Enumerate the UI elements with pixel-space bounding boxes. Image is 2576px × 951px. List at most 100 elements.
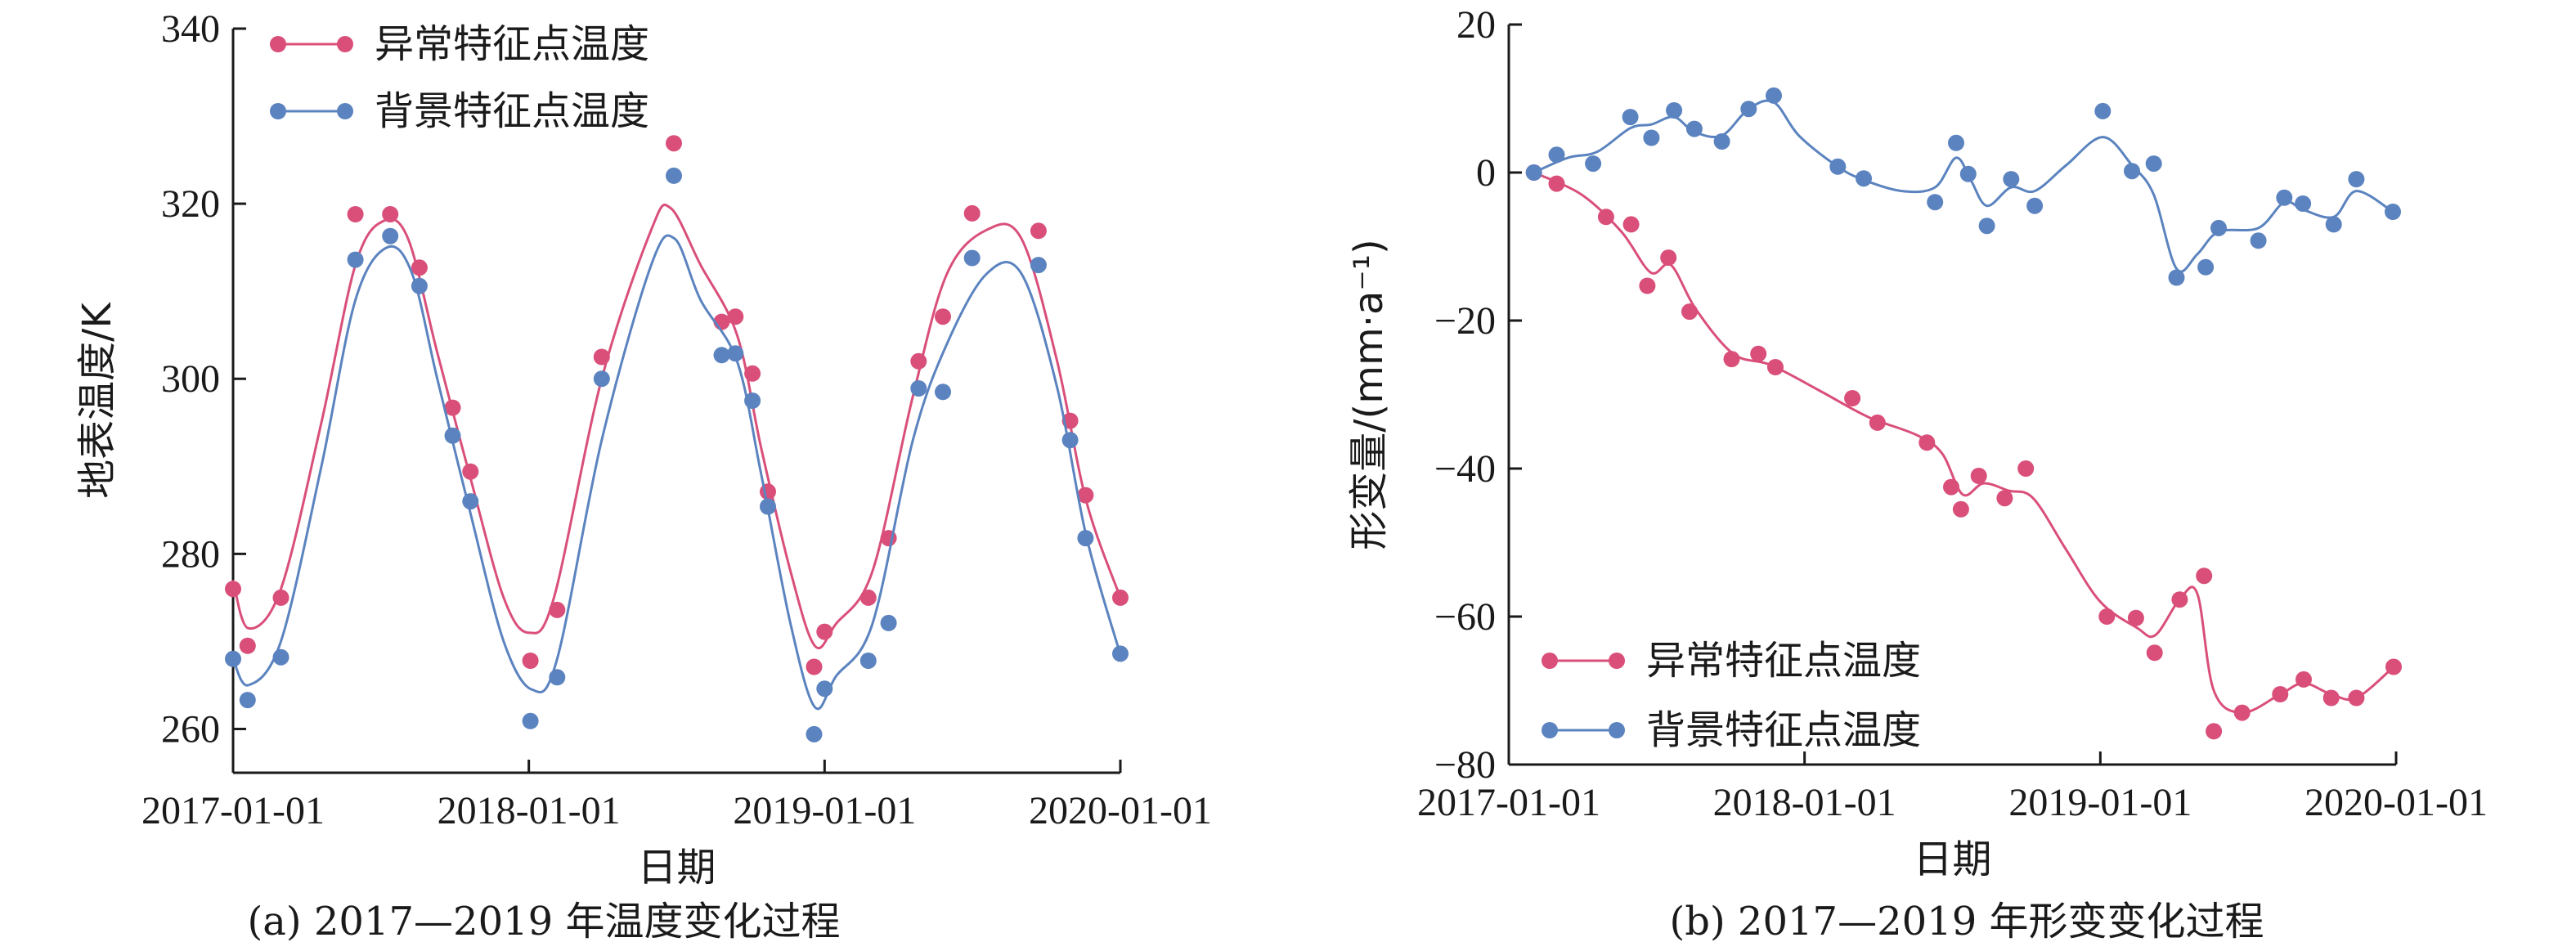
- data-point-anomaly: [1077, 487, 1094, 504]
- data-point-background: [1713, 133, 1730, 150]
- data-point-anomaly: [225, 581, 241, 598]
- legend-swatch-marker: [270, 103, 286, 119]
- data-point-anomaly: [2171, 591, 2188, 608]
- data-point-anomaly: [593, 348, 610, 366]
- data-point-background: [2124, 163, 2140, 180]
- x-tick-label: 2019-01-01: [2008, 781, 2192, 824]
- legend-label: 背景特征点温度: [1646, 707, 1921, 753]
- data-point-background: [666, 167, 682, 184]
- data-point-background: [2003, 171, 2020, 188]
- data-point-background: [1030, 257, 1047, 274]
- y-tick-label: 320: [161, 182, 220, 226]
- data-point-anomaly: [1970, 468, 1987, 484]
- data-point-anomaly: [1681, 303, 1698, 321]
- data-point-anomaly: [1750, 345, 1767, 362]
- data-point-anomaly: [1919, 434, 1936, 451]
- data-point-anomaly: [1622, 216, 1640, 233]
- data-point-background: [1856, 170, 1872, 187]
- legend-swatch-marker: [337, 36, 353, 52]
- data-point-background: [2094, 102, 2112, 119]
- data-point-anomaly: [666, 135, 682, 152]
- legend-label: 异常特征点温度: [375, 21, 649, 67]
- data-point-background: [1685, 120, 1703, 137]
- data-point-background: [2250, 232, 2267, 249]
- y-tick-label: 340: [161, 7, 220, 51]
- y-tick-label: −60: [1434, 595, 1496, 639]
- data-point-background: [522, 712, 539, 729]
- data-point-background: [806, 725, 823, 742]
- x-tick-label: 2020-01-01: [1029, 789, 1212, 832]
- y-tick-label: −40: [1434, 447, 1496, 491]
- data-point-background: [1548, 146, 1565, 164]
- data-point-background: [1643, 129, 1660, 146]
- data-point-anomaly: [2206, 723, 2223, 740]
- data-point-background: [910, 380, 927, 397]
- x-tick-label: 2018-01-01: [1713, 781, 1896, 824]
- data-point-background: [593, 370, 610, 388]
- data-point-anomaly: [859, 589, 877, 606]
- data-point-anomaly: [2348, 689, 2365, 707]
- x-tick-label: 2020-01-01: [2304, 781, 2488, 824]
- data-point-anomaly: [1030, 222, 1047, 240]
- data-point-background: [2325, 216, 2342, 233]
- data-point-background: [2168, 269, 2185, 286]
- data-point-background: [225, 650, 241, 667]
- data-point-anomaly: [1869, 414, 1886, 431]
- data-point-anomaly: [2017, 460, 2035, 477]
- data-point-background: [859, 653, 877, 669]
- data-point-background: [411, 277, 428, 294]
- data-point-background: [1061, 432, 1079, 449]
- data-point-anomaly: [2196, 567, 2213, 585]
- data-point-background: [2276, 189, 2293, 206]
- y-axis-title: 地表温度/K: [74, 302, 120, 499]
- data-point-anomaly: [816, 623, 833, 640]
- data-point-anomaly: [1639, 277, 1656, 294]
- legend-swatch-marker: [1542, 653, 1558, 669]
- data-point-anomaly: [444, 399, 461, 416]
- y-tick-label: 0: [1476, 151, 1496, 195]
- data-point-background: [1766, 87, 1782, 104]
- data-point-anomaly: [1597, 209, 1614, 226]
- data-point-anomaly: [2272, 686, 2289, 702]
- data-point-anomaly: [910, 352, 927, 370]
- data-point-background: [239, 692, 256, 709]
- y-tick-label: 20: [1456, 3, 1496, 47]
- data-point-background: [462, 493, 479, 510]
- data-point-anomaly: [806, 658, 823, 675]
- panel-caption: (b) 2017—2019 年形变变化过程: [1669, 899, 2264, 944]
- data-point-background: [760, 498, 776, 515]
- data-point-anomaly: [1943, 478, 1959, 496]
- y-axis-title: 形变量/(mm·a⁻¹): [1346, 239, 1392, 550]
- x-axis-title: 日期: [637, 845, 716, 890]
- data-point-background: [1622, 109, 1639, 126]
- legend-swatch-marker: [337, 103, 353, 119]
- panel-caption: (a) 2017—2019 年温度变化过程: [248, 899, 841, 944]
- data-point-anomaly: [2296, 671, 2312, 688]
- data-point-background: [935, 384, 951, 401]
- x-tick-label: 2019-01-01: [733, 789, 916, 832]
- y-tick-label: 280: [161, 532, 220, 576]
- x-axis-title: 日期: [1913, 837, 1991, 882]
- data-point-background: [1948, 134, 1964, 151]
- data-point-anomaly: [1723, 351, 1740, 368]
- legend-swatch-marker: [1609, 653, 1625, 669]
- data-point-anomaly: [1996, 490, 2013, 507]
- data-point-background: [1829, 158, 1847, 175]
- data-point-anomaly: [1112, 589, 1129, 606]
- data-point-anomaly: [744, 365, 761, 382]
- data-point-anomaly: [1952, 500, 1969, 518]
- data-point-background: [963, 249, 981, 267]
- series-line-background: [231, 234, 1122, 711]
- data-point-background: [347, 251, 364, 268]
- data-point-anomaly: [1844, 390, 1861, 406]
- legend-label: 背景特征点温度: [375, 88, 649, 134]
- data-point-background: [1525, 164, 1542, 181]
- data-point-anomaly: [2127, 609, 2144, 626]
- x-tick-label: 2017-01-01: [1417, 781, 1600, 824]
- data-point-background: [2385, 204, 2401, 220]
- data-point-anomaly: [239, 637, 256, 654]
- legend-label: 异常特征点温度: [1646, 638, 1921, 684]
- data-point-anomaly: [1548, 175, 1565, 192]
- data-point-anomaly: [272, 589, 289, 606]
